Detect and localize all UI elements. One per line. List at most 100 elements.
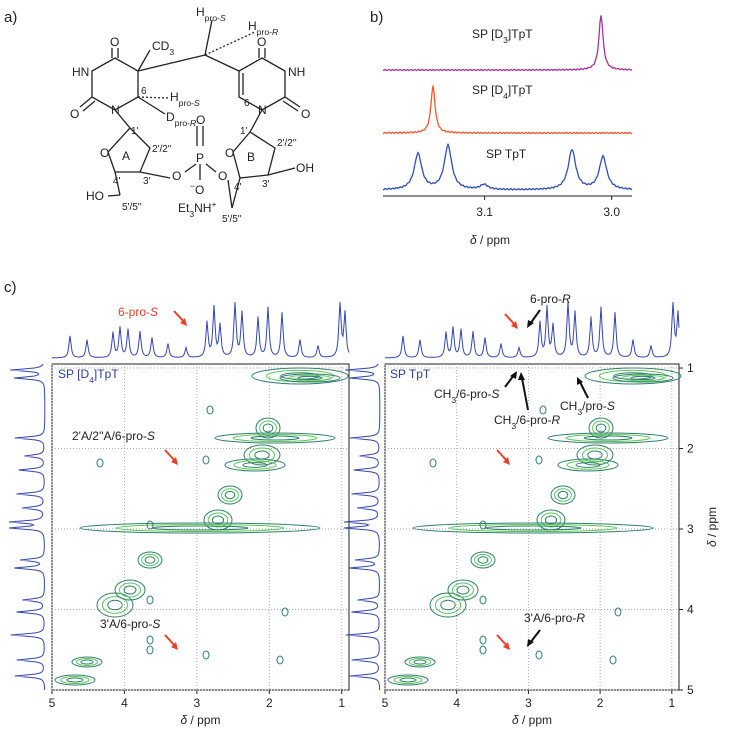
y-tick-label: 2	[687, 442, 694, 456]
contour	[614, 607, 622, 617]
text-part: H	[196, 5, 205, 19]
spectrum-label: SP [D4]TpT	[472, 83, 533, 101]
atom-label: Hpro-S	[170, 90, 200, 108]
annotation: 3'A/6-pro-R	[524, 611, 585, 625]
contour	[96, 592, 134, 618]
contour	[214, 432, 336, 444]
text-part: δ	[705, 540, 719, 547]
atom-label: 1'	[240, 126, 248, 137]
text-part: O	[257, 35, 266, 49]
projection	[52, 301, 350, 359]
x-axis-label: δ / ppm	[470, 233, 510, 247]
contour	[202, 455, 210, 465]
atom-label: O	[70, 107, 79, 121]
x-tick-label: 2	[266, 696, 273, 710]
contour	[544, 515, 558, 525]
text-part: 3'A/6-pro-	[524, 611, 576, 625]
annotation: CH3/6-pro-S	[434, 387, 500, 405]
atom-label: OH	[296, 161, 314, 175]
contour	[575, 462, 601, 468]
atom-label: 5'/5''	[122, 202, 142, 213]
x-tick-label: 3	[525, 696, 532, 710]
contour	[535, 455, 543, 465]
ring-label: B	[247, 150, 255, 164]
text-part: −	[190, 181, 195, 191]
contour	[224, 458, 286, 472]
panel-label: b)	[370, 9, 383, 26]
annotation: 3'A/6-pro-S	[100, 617, 160, 631]
text-part: SP [D	[472, 27, 503, 41]
x-tick-label: 4	[453, 696, 460, 710]
text-part: N	[258, 103, 267, 117]
text-part: O	[70, 107, 79, 121]
text-part: 3'	[262, 179, 270, 190]
contour	[288, 374, 332, 382]
contour	[202, 650, 210, 660]
text-part: SP TpT	[486, 147, 527, 161]
annotation: 6-pro-R	[530, 292, 571, 306]
text-part: O	[172, 169, 181, 183]
contour	[119, 582, 141, 598]
contour	[557, 490, 569, 500]
contour	[255, 417, 281, 439]
text-part: pro-	[257, 27, 272, 37]
contour	[114, 579, 146, 601]
contour	[621, 374, 665, 382]
text-part: R	[190, 118, 196, 128]
contour	[583, 435, 633, 441]
x-tick-label: 5	[382, 696, 389, 710]
contour	[211, 515, 225, 525]
text-part: 2'A/2''A/6-pro-	[72, 429, 147, 443]
contour	[279, 373, 341, 383]
text-part: +	[211, 199, 216, 209]
atom-label: 4'	[234, 182, 242, 193]
contour	[71, 656, 103, 668]
contour	[456, 585, 470, 595]
atom-label: O	[100, 146, 109, 160]
text-part: 4	[89, 375, 94, 385]
atom-label: 3'	[262, 179, 270, 190]
contour	[233, 460, 277, 470]
contour	[448, 524, 618, 532]
contour	[137, 551, 163, 569]
atom-label: 4'	[113, 176, 121, 187]
contour	[144, 556, 156, 564]
contour	[539, 405, 547, 415]
spectrum	[382, 142, 633, 191]
text-part: 1'	[131, 126, 139, 137]
contour	[547, 432, 669, 444]
text-part: N	[111, 103, 120, 117]
contour	[412, 522, 654, 534]
structure-labels: a) Hpro-S Hpro-R CD3 O HN O N 6 Hpro-S D…	[4, 5, 314, 225]
text-part: /pro-	[582, 399, 607, 413]
text-part: Et	[178, 201, 190, 215]
contour	[557, 458, 619, 472]
atom-label: Hpro-R	[248, 19, 278, 37]
text-part: 2'/2''	[152, 144, 172, 155]
text-part: B	[247, 150, 255, 164]
contour	[80, 659, 94, 665]
panel-label: a)	[4, 9, 17, 26]
atom-label: 1'	[131, 126, 139, 137]
text-part: H	[170, 90, 179, 104]
y-axis-label: δ / ppm	[705, 507, 719, 547]
text-part: δ	[470, 233, 477, 247]
atom-label: HN	[72, 65, 89, 79]
contour	[399, 677, 417, 683]
atom-label: 6	[244, 98, 250, 109]
x-tick-label: 4	[121, 696, 128, 710]
text-part: O	[100, 146, 109, 160]
contour	[581, 447, 609, 463]
contour	[243, 444, 281, 466]
contour	[76, 658, 98, 666]
text-part: /6-pro-	[456, 387, 491, 401]
atom-label: Dpro-R	[166, 110, 196, 128]
atom-label: O	[172, 169, 181, 183]
plot-title: SP TpT	[390, 367, 431, 381]
atom-label: 6	[141, 86, 147, 97]
text-part: NH	[194, 201, 211, 215]
y-tick-label: 3	[687, 522, 694, 536]
text-part: 3'	[143, 176, 151, 187]
